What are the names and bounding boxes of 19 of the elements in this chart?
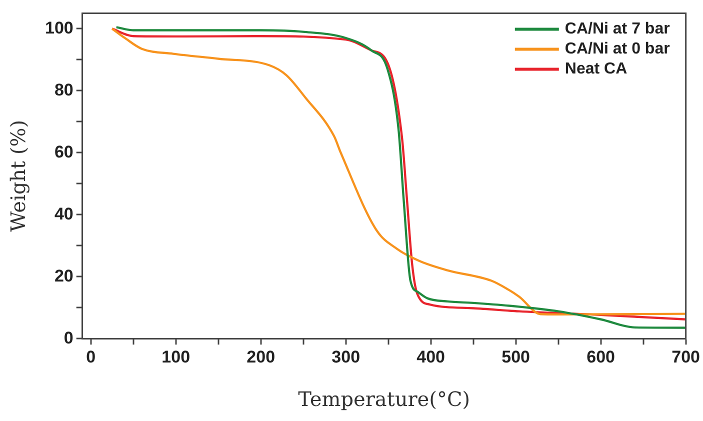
x-tick-label: 100 <box>162 347 190 366</box>
y-tick-label: 100 <box>44 18 74 38</box>
y-axis-title: Weight (%) <box>6 120 30 232</box>
x-tick-label: 700 <box>672 347 700 366</box>
y-tick-label: 60 <box>54 142 74 162</box>
x-tick-label: 0 <box>86 347 96 366</box>
y-tick-label: 80 <box>54 80 74 100</box>
legend-label: CA/Ni at 0 bar <box>564 40 670 58</box>
legend-label: Neat CA <box>564 60 628 78</box>
y-tick-label: 0 <box>64 328 74 348</box>
x-axis-title: Temperature(°C) <box>298 387 470 412</box>
y-tick-label: 40 <box>54 204 74 224</box>
y-tick-label: 20 <box>54 266 74 286</box>
x-tick-label: 500 <box>502 347 530 366</box>
x-tick-label: 600 <box>586 347 616 366</box>
x-tick-label: 200 <box>246 347 276 366</box>
x-tick-label: 400 <box>416 347 446 366</box>
x-tick-label: 300 <box>332 347 360 366</box>
legend-label: CA/Ni at 7 bar <box>564 20 670 38</box>
